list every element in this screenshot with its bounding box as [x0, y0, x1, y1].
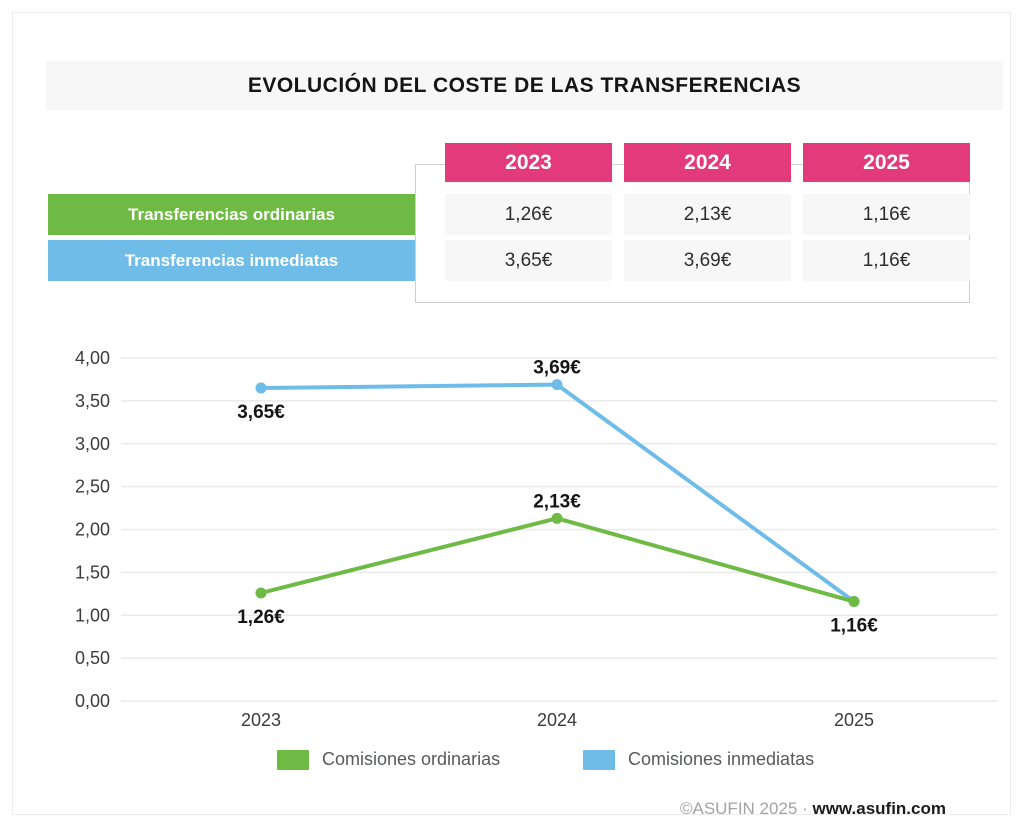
table-cell-ordinarias-2024: 2,13€ — [624, 194, 791, 235]
legend-swatch-blue-icon — [583, 749, 615, 770]
footer: ©ASUFIN 2025 · www.asufin.com — [680, 799, 946, 819]
data-point-label: 2,13€ — [533, 491, 581, 512]
y-axis-tick-label: 2,00 — [75, 520, 110, 540]
table-cell-inmediatas-2024: 3,69€ — [624, 240, 791, 281]
legend-item-comisiones-ordinarias: Comisiones ordinarias — [277, 749, 500, 770]
data-point-green — [255, 587, 267, 599]
table-header-year-1: 2023 — [445, 143, 612, 182]
table-cell-ordinarias-2023: 1,26€ — [445, 194, 612, 235]
legend-swatch-green-icon — [277, 749, 309, 770]
website-text: www.asufin.com — [812, 799, 946, 818]
x-axis-tick-label: 2025 — [834, 710, 874, 730]
line-chart: 0,00 0,50 1,00 1,50 2,00 2,50 3,00 3,50 4,00 2023… — [75, 348, 997, 730]
row-label-transferencias-inmediatas: Transferencias inmediatas — [48, 240, 415, 281]
copyright-text: ©ASUFIN 2025 · — [679, 799, 808, 818]
legend-label-ordinarias: Comisiones ordinarias — [322, 749, 501, 769]
page-title: EVOLUCIÓN DEL COSTE DE LAS TRANSFERENCIA… — [247, 73, 802, 97]
table-cell-inmediatas-2023: 3,65€ — [445, 240, 612, 281]
series-line-green — [260, 516, 855, 604]
table-header-year-3: 2025 — [803, 143, 970, 182]
table-header-year-2: 2024 — [624, 143, 791, 182]
y-axis-tick-label: 0,50 — [75, 648, 110, 668]
data-point-label: 1,16€ — [830, 616, 878, 637]
x-axis-tick-label: 2024 — [537, 710, 577, 730]
table-cell-ordinarias-2025: 1,16€ — [803, 194, 970, 235]
table-cell-inmediatas-2025: 1,16€ — [803, 240, 970, 281]
legend-label-inmediatas: Comisiones inmediatas — [628, 749, 815, 769]
y-axis-tick-label: 1,00 — [75, 605, 110, 625]
x-axis-tick-label: 2023 — [241, 710, 281, 730]
data-point-label: 3,69€ — [533, 358, 581, 379]
title-band: EVOLUCIÓN DEL COSTE DE LAS TRANSFERENCIA… — [46, 61, 1003, 110]
y-axis-tick-label: 1,50 — [75, 562, 110, 582]
card: EVOLUCIÓN DEL COSTE DE LAS TRANSFERENCIA… — [12, 12, 1011, 818]
data-point-green — [848, 596, 860, 608]
y-axis-tick-label: 0,00 — [75, 691, 110, 711]
data-point-label: 1,26€ — [237, 607, 285, 628]
y-axis-tick-label: 3,00 — [75, 434, 110, 454]
data-point-label: 3,65€ — [237, 402, 285, 423]
y-axis-tick-label: 2,50 — [75, 477, 110, 497]
legend-item-comisiones-inmediatas: Comisiones inmediatas — [583, 749, 814, 770]
data-point-blue — [551, 379, 563, 391]
data-point-green — [551, 512, 563, 524]
data-point-blue — [255, 382, 267, 394]
y-axis-tick-label: 3,50 — [75, 391, 110, 411]
y-axis-tick-label: 4,00 — [75, 348, 110, 368]
row-label-transferencias-ordinarias: Transferencias ordinarias — [48, 194, 415, 235]
